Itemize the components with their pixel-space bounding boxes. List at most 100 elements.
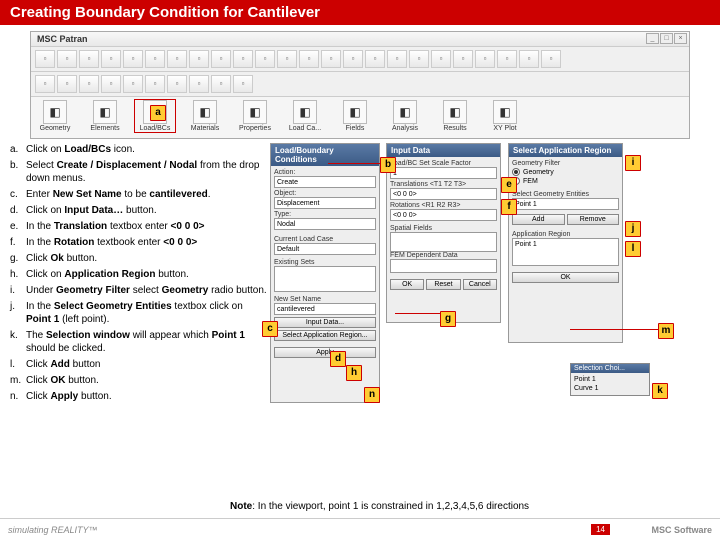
toolbar-2: ▫▫▫▫▫▫▫▫▫▫ [31,72,689,97]
toolbar-btn[interactable]: ▫ [475,50,495,68]
step-letter: j. [10,300,26,326]
marker-e: e [501,177,517,193]
toolbar-btn[interactable]: ▫ [541,50,561,68]
radio-geometry-label: Geometry [523,169,554,176]
btn-remove[interactable]: Remove [567,214,620,225]
toolbar-btn[interactable]: ▫ [35,75,55,93]
toolbar-btn[interactable]: ▫ [145,50,165,68]
radio-fem[interactable]: FEM [512,177,619,185]
btn-apply[interactable]: Apply [274,347,376,358]
toolbar-btn[interactable]: ▫ [387,50,407,68]
toolbar-btn[interactable]: ▫ [233,75,253,93]
menubar: MSC Patran _ □ × [31,32,689,47]
toolbar-btn[interactable]: ▫ [167,50,187,68]
fld-trans[interactable]: <0 0 0> [390,188,497,200]
app-icon-materials[interactable]: ◧Materials [185,100,225,132]
app-icon-analysis[interactable]: ◧Analysis [385,100,425,132]
sel-curve1[interactable]: Curve 1 [574,385,646,392]
app-icon-xy plot[interactable]: ◧XY Plot [485,100,525,132]
panel-loadbc: Load/Boundary Conditions Action:Create O… [270,143,380,403]
lbl-appreg: Application Region [512,231,619,238]
toolbar-btn[interactable]: ▫ [255,50,275,68]
app-title: MSC Patran [37,34,88,44]
btn-app-region[interactable]: Select Application Region... [274,330,376,341]
app-icon-properties[interactable]: ◧Properties [235,100,275,132]
toolbar-btn[interactable]: ▫ [497,50,517,68]
toolbar-btn[interactable]: ▫ [101,75,121,93]
marker-d: d [330,351,346,367]
btn-input-data[interactable]: Input Data... [274,317,376,328]
toolbar-btn[interactable]: ▫ [123,75,143,93]
step-row: h.Click on Application Region button. [10,268,270,281]
step-text: Click on Application Region button. [26,268,189,281]
toolbar-btn[interactable]: ▫ [321,50,341,68]
fld-scale[interactable]: 1 [390,167,497,179]
step-row: e.In the Translation textbox enter <0 0 … [10,220,270,233]
toolbar-btn[interactable]: ▫ [189,75,209,93]
fld-rot[interactable]: <0 0 0> [390,209,497,221]
fld-newset[interactable]: cantilevered [274,303,376,315]
step-letter: a. [10,143,26,156]
toolbar-btn[interactable]: ▫ [101,50,121,68]
fld-object[interactable]: Displacement [274,197,376,209]
toolbar-btn[interactable]: ▫ [211,75,231,93]
toolbar-btn[interactable]: ▫ [79,75,99,93]
toolbar-btn[interactable]: ▫ [167,75,187,93]
window-buttons: _ □ × [646,33,687,44]
toolbar-btn[interactable]: ▫ [189,50,209,68]
toolbar-btn[interactable]: ▫ [211,50,231,68]
app-icon-label: Elements [85,125,125,132]
app-icon-elements[interactable]: ◧Elements [85,100,125,132]
toolbar-btn[interactable]: ▫ [123,50,143,68]
toolbar-btn[interactable]: ▫ [365,50,385,68]
toolbar-btn[interactable]: ▫ [35,50,55,68]
toolbar-btn[interactable]: ▫ [409,50,429,68]
marker-b: b [380,157,396,173]
step-letter: m. [10,374,26,387]
fld-action[interactable]: Create [274,176,376,188]
leader [328,163,380,164]
toolbar-btn[interactable]: ▫ [145,75,165,93]
app-icon-img: ◧ [243,100,267,124]
toolbar-btn[interactable]: ▫ [57,50,77,68]
close-icon[interactable]: × [674,33,687,44]
app-icon-label: Load/BCs [135,125,175,132]
toolbar-btn[interactable]: ▫ [277,50,297,68]
sel-point1[interactable]: Point 1 [574,376,646,383]
toolbar-btn[interactable]: ▫ [233,50,253,68]
btn-input-reset[interactable]: Reset [426,279,460,290]
min-icon[interactable]: _ [646,33,659,44]
step-row: j.In the Select Geometry Entities textbo… [10,300,270,326]
toolbar-btn[interactable]: ▫ [453,50,473,68]
fld-selent[interactable]: Point 1 [512,198,619,210]
toolbar-btn[interactable]: ▫ [519,50,539,68]
lbl-filter: Geometry Filter [512,160,619,167]
lbl-fem: FEM Dependent Data [390,252,497,259]
btn-add[interactable]: Add [512,214,565,225]
btn-region-ok[interactable]: OK [512,272,619,283]
app-icon-fields[interactable]: ◧Fields [335,100,375,132]
app-icon-results[interactable]: ◧Results [435,100,475,132]
toolbar-btn[interactable]: ▫ [79,50,99,68]
fld-type[interactable]: Nodal [274,218,376,230]
step-text: Click on Load/BCs icon. [26,143,135,156]
fld-fem [390,259,497,273]
app-icon-load ca...[interactable]: ◧Load Ca... [285,100,325,132]
toolbar-btn[interactable]: ▫ [431,50,451,68]
toolbar-btn[interactable]: ▫ [57,75,77,93]
footer-right: MSC Software [651,525,712,535]
app-icon-label: Properties [235,125,275,132]
step-letter: g. [10,252,26,265]
app-icon-img: ◧ [293,100,317,124]
btn-input-cancel[interactable]: Cancel [463,279,497,290]
app-icon-geometry[interactable]: ◧Geometry [35,100,75,132]
toolbar-btn[interactable]: ▫ [343,50,363,68]
step-row: c.Enter New Set Name to be cantilevered. [10,188,270,201]
max-icon[interactable]: □ [660,33,673,44]
radio-geometry[interactable]: Geometry [512,168,619,176]
lbl-curload: Current Load Case [274,236,376,243]
lbl-scale: Load/BC Set Scale Factor [390,160,497,167]
toolbar-btn[interactable]: ▫ [299,50,319,68]
btn-input-ok[interactable]: OK [390,279,424,290]
step-row: a.Click on Load/BCs icon. [10,143,270,156]
